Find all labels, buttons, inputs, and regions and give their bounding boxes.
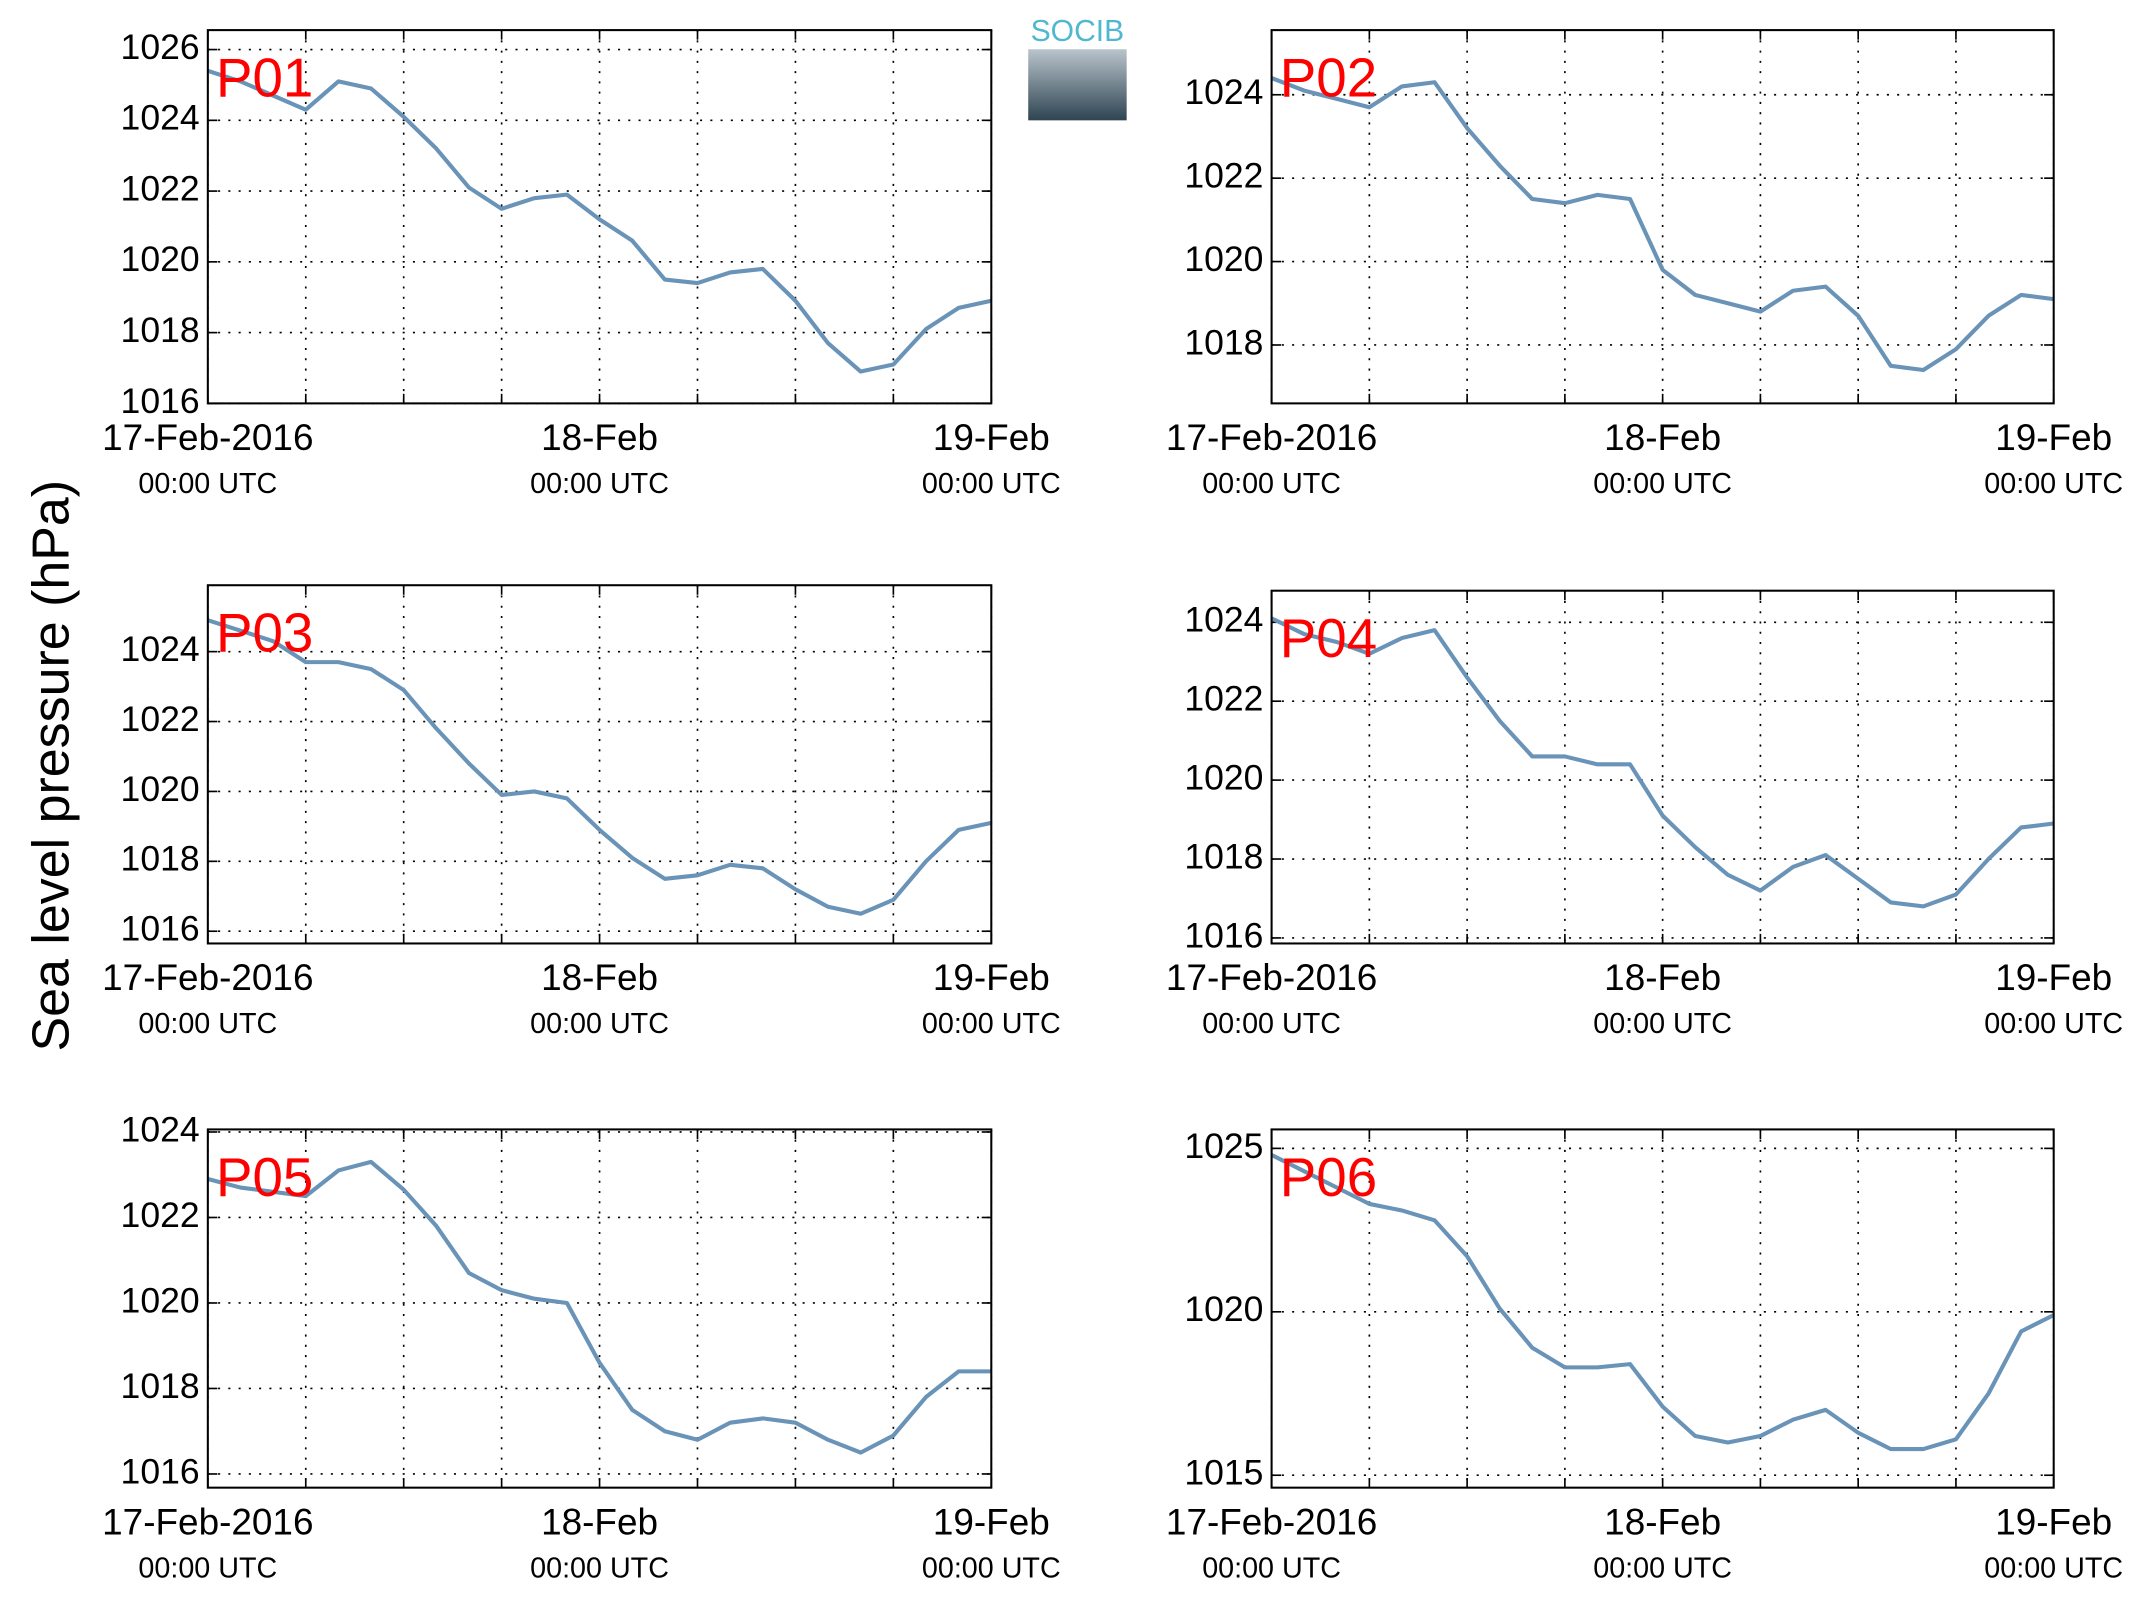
- line-series: [1270, 76, 2054, 373]
- plot-frame: [1270, 589, 2055, 945]
- y-tick-label: 1020: [121, 1280, 200, 1320]
- y-tick-label: 1022: [121, 699, 200, 739]
- subplot: 1016 1018 1020 1022 1024 17-Feb-2016 00:00 UTC…: [1166, 589, 2123, 1040]
- x-tick-sublabel: 00:00 UTC: [922, 468, 1061, 500]
- y-axis-label: Sea level pressure (hPa): [22, 480, 80, 1052]
- y-tick-label: 1016: [1184, 915, 1263, 955]
- x-tick-label: 17-Feb-2016: [102, 957, 313, 998]
- x-tick-sublabel: 00:00 UTC: [1593, 1552, 1732, 1584]
- x-tick-label: 17-Feb-2016: [1166, 1501, 1377, 1542]
- plot-frame: [206, 29, 993, 405]
- y-tick-label: 1020: [121, 769, 200, 809]
- x-tick-sublabel: 00:00 UTC: [1984, 1552, 2123, 1584]
- x-tick-sublabel: 00:00 UTC: [1984, 468, 2123, 500]
- y-tick-label: 1026: [121, 27, 200, 67]
- y-tick-label: 1024: [121, 629, 200, 669]
- x-tick-label: 19-Feb: [1995, 417, 2112, 458]
- x-tick-sublabel: 00:00 UTC: [1202, 468, 1341, 500]
- x-tick-sublabel: 00:00 UTC: [138, 1008, 277, 1040]
- x-tick-label: 18-Feb: [1604, 417, 1721, 458]
- y-tick-label: 1018: [121, 1366, 200, 1406]
- x-tick-label: 17-Feb-2016: [102, 1501, 313, 1542]
- y-tick-label: 1018: [121, 310, 200, 350]
- logo-text: SOCIB: [1031, 15, 1125, 48]
- plot-frame: [1270, 29, 2055, 405]
- y-tick-label: 1018: [1184, 836, 1263, 876]
- plot-frame: [206, 584, 993, 945]
- subplot: 1016 1018 1020 1022 1024 1026 17-Feb-2016 00:00…: [102, 27, 1061, 500]
- y-tick-label: 1022: [121, 168, 200, 208]
- line-series: [207, 68, 992, 374]
- y-tick-label: 1016: [121, 909, 200, 949]
- x-tick-label: 17-Feb-2016: [1166, 957, 1377, 998]
- x-tick-sublabel: 00:00 UTC: [138, 1552, 277, 1584]
- x-tick-sublabel: 00:00 UTC: [1202, 1552, 1341, 1584]
- x-tick-sublabel: 00:00 UTC: [138, 468, 277, 500]
- x-tick-label: 18-Feb: [1604, 1501, 1721, 1542]
- y-tick-label: 1022: [121, 1195, 200, 1235]
- line-series: [1270, 616, 2054, 909]
- x-tick-label: 18-Feb: [1604, 957, 1721, 998]
- y-tick-label: 1015: [1184, 1453, 1263, 1493]
- subplot-title: P06: [1280, 1146, 1377, 1208]
- subplot-title: P03: [216, 602, 313, 664]
- y-tick-label: 1020: [1184, 1289, 1263, 1329]
- y-tick-label: 1016: [121, 381, 200, 421]
- y-tick-label: 1018: [1184, 322, 1263, 362]
- x-tick-label: 19-Feb: [933, 957, 1050, 998]
- y-tick-label: 1016: [121, 1451, 200, 1491]
- line-series: [207, 618, 992, 916]
- line-series: [207, 1159, 992, 1455]
- subplot: 1016 1018 1020 1022 1024 17-Feb-2016 00:00 UTC…: [102, 584, 1061, 1040]
- y-tick-label: 1020: [121, 239, 200, 279]
- subplot: 1015 1020 1025 17-Feb-2016 00:00 UTC 18-Feb 00…: [1166, 1126, 2123, 1585]
- subplot-title: P05: [216, 1146, 313, 1208]
- y-tick-label: 1020: [1184, 757, 1263, 797]
- subplot: 1016 1018 1020 1022 1024 17-Feb-2016 00:00 UTC…: [102, 1109, 1061, 1584]
- x-tick-label: 19-Feb: [1995, 1501, 2112, 1542]
- y-tick-label: 1018: [121, 839, 200, 879]
- line-series: [1270, 1153, 2055, 1452]
- x-tick-label: 19-Feb: [1995, 957, 2112, 998]
- y-tick-label: 1022: [1184, 156, 1263, 196]
- y-tick-label: 1024: [1184, 600, 1263, 640]
- x-tick-sublabel: 00:00 UTC: [530, 468, 669, 500]
- y-tick-label: 1022: [1184, 679, 1263, 719]
- x-tick-label: 17-Feb-2016: [1166, 417, 1377, 458]
- y-tick-label: 1024: [121, 98, 200, 138]
- x-tick-label: 18-Feb: [541, 957, 658, 998]
- x-tick-sublabel: 00:00 UTC: [1593, 1008, 1732, 1040]
- plot-frame: [206, 1128, 993, 1489]
- x-tick-label: 18-Feb: [541, 1501, 658, 1542]
- subplot: 1018 1020 1022 1024 17-Feb-2016 00:00 UTC 18-F…: [1166, 29, 2123, 500]
- y-tick-label: 1025: [1184, 1126, 1263, 1166]
- x-tick-sublabel: 00:00 UTC: [1984, 1008, 2123, 1040]
- x-tick-sublabel: 00:00 UTC: [1593, 468, 1732, 500]
- plot-frame: [1270, 1128, 2055, 1489]
- y-tick-label: 1020: [1184, 239, 1263, 279]
- y-tick-label: 1024: [1184, 72, 1263, 112]
- x-tick-sublabel: 00:00 UTC: [530, 1008, 669, 1040]
- subplot-title: P04: [1280, 607, 1377, 669]
- x-tick-sublabel: 00:00 UTC: [922, 1008, 1061, 1040]
- subplot-title: P02: [1280, 47, 1377, 109]
- x-tick-sublabel: 00:00 UTC: [530, 1552, 669, 1584]
- x-tick-label: 18-Feb: [541, 417, 658, 458]
- x-tick-label: 19-Feb: [933, 1501, 1050, 1542]
- x-tick-label: 17-Feb-2016: [102, 417, 313, 458]
- subplot-title: P01: [216, 47, 313, 109]
- x-tick-label: 19-Feb: [933, 417, 1050, 458]
- logo-image: [1028, 49, 1127, 121]
- logo: SOCIB: [1028, 15, 1127, 121]
- x-tick-sublabel: 00:00 UTC: [922, 1552, 1061, 1584]
- y-tick-label: 1024: [121, 1109, 200, 1149]
- x-tick-sublabel: 00:00 UTC: [1202, 1008, 1341, 1040]
